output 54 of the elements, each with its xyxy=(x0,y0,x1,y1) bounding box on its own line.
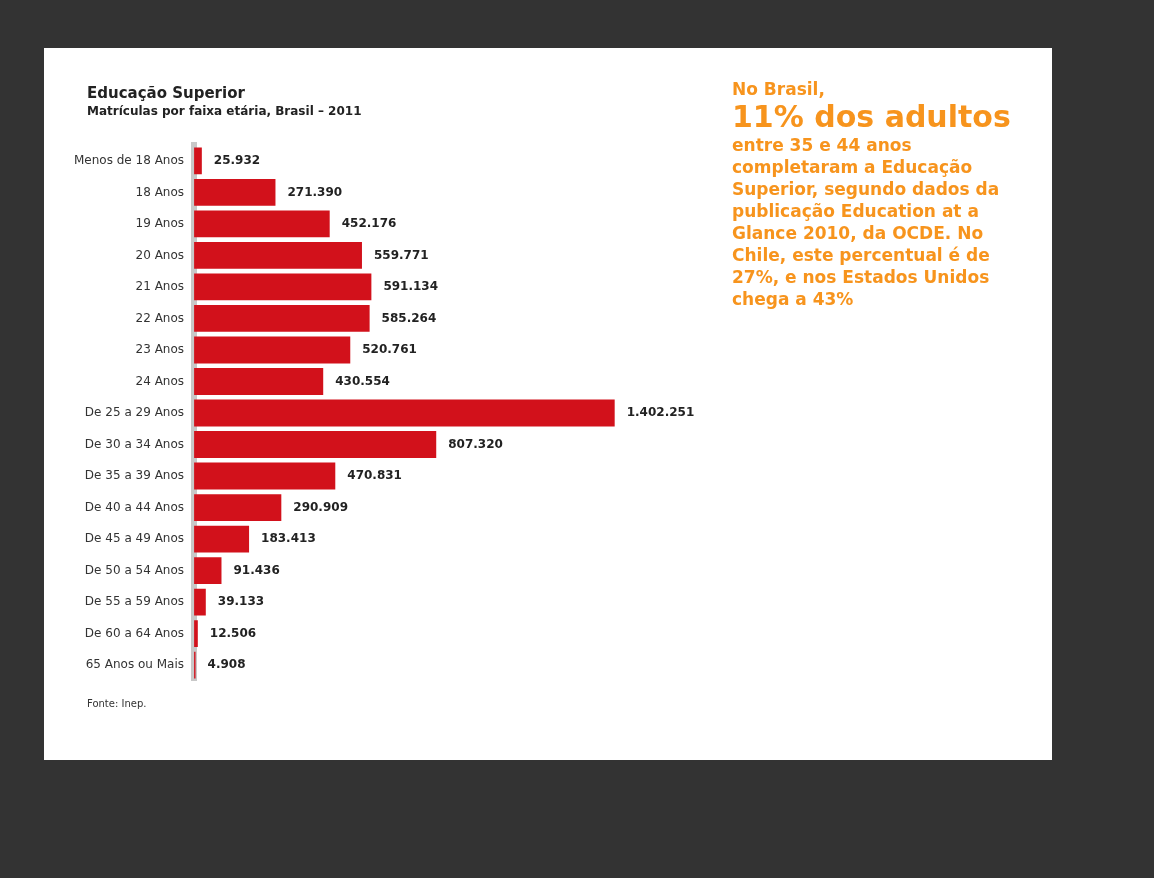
y-tick-label: 23 Anos xyxy=(135,342,185,357)
data-label: 25.932 xyxy=(213,153,261,168)
data-label: 4.908 xyxy=(207,657,246,672)
data-label: 12.506 xyxy=(209,625,257,640)
y-tick-label: De 30 a 34 Anos xyxy=(84,436,185,451)
chart-subtitle: Matrículas por faixa etária, Brasil – 2011 xyxy=(87,104,362,118)
y-tick-label: 22 Anos xyxy=(135,310,185,325)
y-tick-label: 20 Anos xyxy=(135,247,185,262)
y-tick-label: 24 Anos xyxy=(135,373,185,388)
chart-title: Educação Superior xyxy=(87,84,245,102)
y-tick-label: De 55 a 59 Anos xyxy=(84,594,185,609)
bar xyxy=(194,557,222,584)
bar xyxy=(194,210,330,238)
bar xyxy=(194,462,336,490)
y-tick-label: 21 Anos xyxy=(135,279,185,294)
data-label: 452.176 xyxy=(341,216,397,231)
data-label: 39.133 xyxy=(217,594,265,609)
text: No Brasil, xyxy=(732,78,826,100)
data-label: 591.134 xyxy=(383,279,439,294)
data-label: 91.436 xyxy=(233,562,280,577)
data-label: 520.761 xyxy=(362,342,417,357)
bar xyxy=(194,368,324,395)
data-label: 1.402.251 xyxy=(626,405,695,420)
data-label: 290.909 xyxy=(293,499,348,514)
data-label: 470.831 xyxy=(347,468,402,483)
y-tick-label: Menos de 18 Anos xyxy=(73,153,185,168)
y-tick-label: De 60 a 64 Anos xyxy=(84,625,185,640)
data-label: 585.264 xyxy=(381,310,437,325)
y-tick-label: De 35 a 39 Anos xyxy=(84,468,185,483)
y-tick-label: De 50 a 54 Anos xyxy=(84,562,185,577)
text: 11% dos adultos xyxy=(732,99,1012,134)
y-tick-label: De 25 a 29 Anos xyxy=(84,405,185,420)
bar xyxy=(194,431,437,458)
bar xyxy=(194,273,372,301)
y-tick-label: 18 Anos xyxy=(135,184,185,199)
data-label: 430.554 xyxy=(335,373,390,388)
y-tick-label: De 45 a 49 Anos xyxy=(84,531,185,546)
bar xyxy=(194,305,370,332)
bar xyxy=(194,525,250,553)
y-tick-label: De 40 a 44 Anos xyxy=(84,499,185,514)
data-label: 559.771 xyxy=(373,247,429,262)
source-note: Fonte: Inep. xyxy=(87,698,147,709)
bar xyxy=(194,588,206,616)
y-tick-label: 19 Anos xyxy=(135,216,185,231)
bar xyxy=(194,242,362,269)
bar xyxy=(194,336,351,364)
data-label: 807.320 xyxy=(448,436,503,451)
data-label: 271.390 xyxy=(287,184,343,199)
bar xyxy=(194,179,276,206)
bar xyxy=(194,399,615,427)
text: entre 35 e 44 anos completaram a Educação Superior, segundo dados da publicação Education at a Glance 2010, da OCDE. No Chile, este percentual é de 27%, e nos Estados Unidos chega a 43% xyxy=(732,134,1001,310)
bar xyxy=(194,494,282,521)
y-tick-label: 65 Anos ou Mais xyxy=(85,657,185,672)
data-label: 183.413 xyxy=(261,531,316,546)
